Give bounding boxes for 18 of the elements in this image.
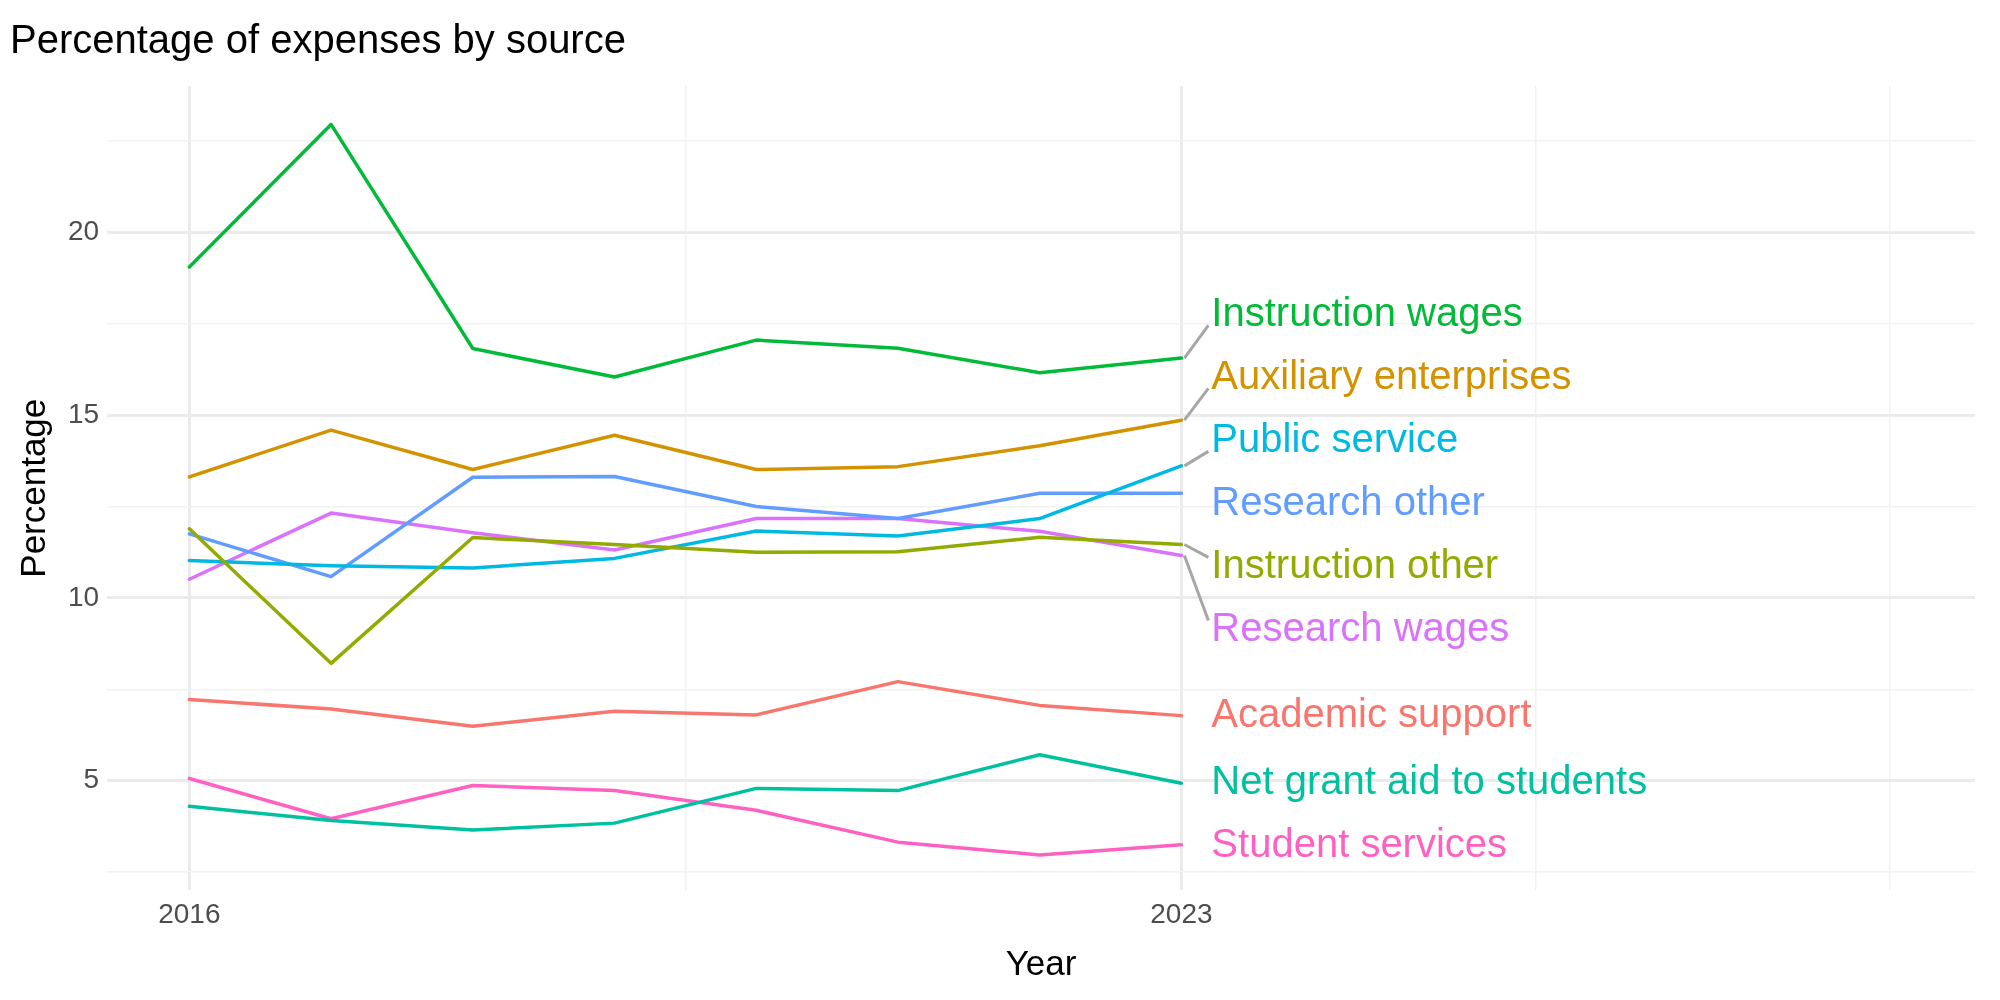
x-axis-title: Year	[1005, 942, 1077, 982]
series-label: Instruction other	[1211, 542, 1499, 587]
y-tick-label: 15	[67, 397, 100, 429]
chart-title: Percentage of expenses by source	[10, 17, 626, 62]
y-axis-title: Percentage	[12, 398, 52, 578]
y-tick-label: 20	[67, 214, 100, 246]
series-label: Net grant aid to students	[1211, 757, 1648, 802]
series-label: Public service	[1211, 416, 1459, 461]
y-tick-label: 10	[67, 580, 100, 612]
x-tick-label: 2023	[1150, 897, 1213, 929]
series-label: Academic support	[1211, 690, 1532, 735]
series-label: Auxiliary enterprises	[1211, 353, 1572, 398]
series-label: Research other	[1211, 479, 1485, 524]
y-tick-label: 5	[83, 763, 100, 795]
x-tick-label: 2016	[158, 897, 221, 929]
series-label: Student services	[1211, 820, 1508, 865]
series-label: Research wages	[1211, 605, 1510, 650]
series-label: Instruction wages	[1211, 290, 1523, 335]
